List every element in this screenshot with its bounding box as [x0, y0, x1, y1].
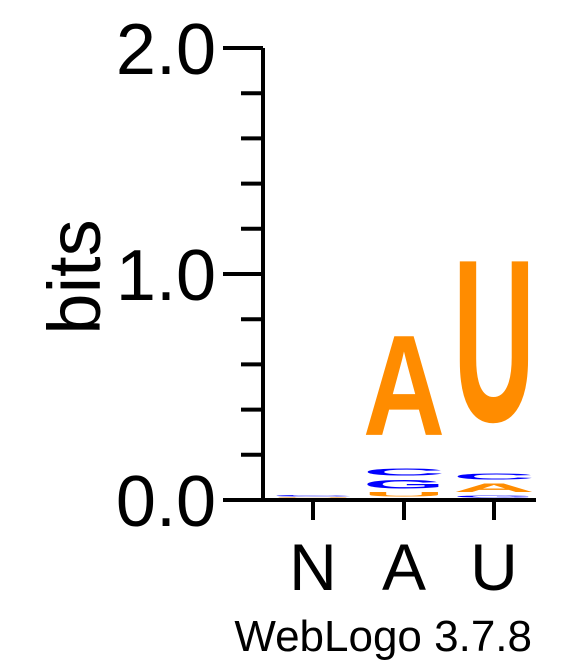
logo-letter-a: A [453, 481, 535, 494]
y-axis-label: bits [33, 219, 116, 334]
logo-letter-g: G [453, 495, 535, 498]
logo-letter-g: G [363, 478, 445, 492]
logo-letter-u: U [453, 211, 535, 470]
y-tick-label: 0.0 [116, 462, 216, 542]
logo-letter-c: C [453, 472, 535, 481]
y-tick-label: 1.0 [116, 236, 216, 316]
x-tick-label: A [382, 530, 426, 604]
logo-letter-c: C [272, 495, 354, 497]
logo-letter-c: C [363, 466, 445, 477]
logo-letter-u: U [272, 497, 354, 498]
logo-letter-a: A [363, 306, 445, 466]
footer-label: WebLogo 3.7.8 [234, 612, 532, 661]
x-tick-label: U [470, 530, 518, 604]
logo-letter-u: U [363, 491, 445, 498]
y-ticks: 0.0 1.0 2.0 [116, 10, 263, 542]
x-tick-label: N [289, 530, 337, 604]
y-tick-label: 2.0 [116, 10, 216, 90]
